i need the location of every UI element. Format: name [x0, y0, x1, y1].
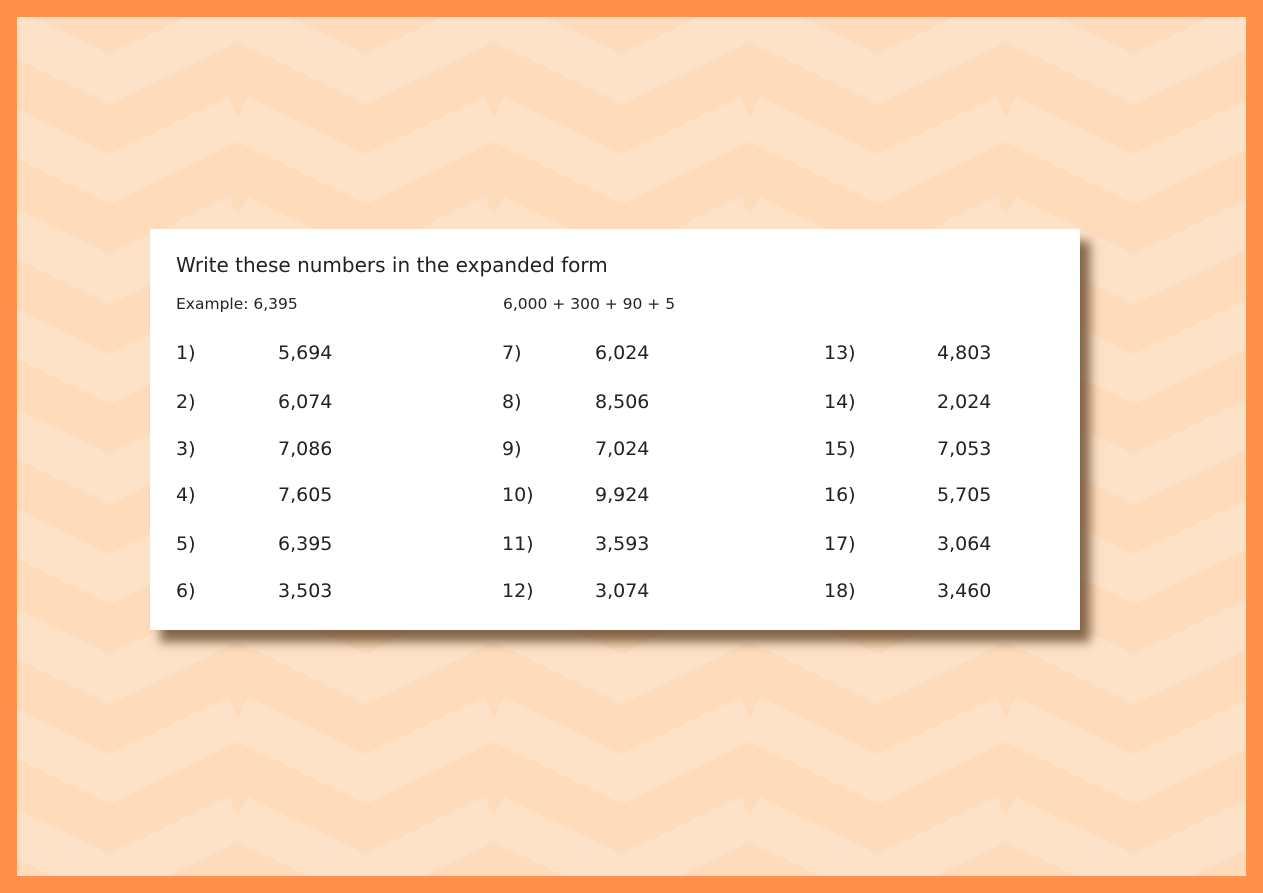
problem-number: 8) — [502, 391, 522, 413]
problem-value: 7,024 — [595, 438, 650, 460]
problem-number: 17) — [824, 533, 856, 555]
problem-value: 8,506 — [595, 391, 650, 413]
problem-value: 9,924 — [595, 484, 650, 506]
problem-number: 18) — [824, 580, 856, 602]
problem-number: 13) — [824, 342, 856, 364]
problem-value: 3,593 — [595, 533, 650, 555]
problem-number: 16) — [824, 484, 856, 506]
problem-number: 7) — [502, 342, 522, 364]
example-answer: 6,000 + 300 + 90 + 5 — [503, 295, 676, 313]
worksheet-title: Write these numbers in the expanded form — [176, 253, 608, 277]
problem-number: 1) — [176, 342, 196, 364]
problem-value: 7,053 — [937, 438, 992, 460]
example-label: Example: 6,395 — [176, 295, 298, 313]
problem-value: 4,803 — [937, 342, 992, 364]
problem-value: 3,074 — [595, 580, 650, 602]
problem-number: 5) — [176, 533, 196, 555]
problem-value: 5,694 — [278, 342, 333, 364]
worksheet-card: Write these numbers in the expanded form… — [150, 229, 1080, 630]
problem-value: 3,460 — [937, 580, 992, 602]
problem-number: 3) — [176, 438, 196, 460]
problem-number: 12) — [502, 580, 534, 602]
problem-number: 6) — [176, 580, 196, 602]
problem-number: 15) — [824, 438, 856, 460]
problem-value: 3,503 — [278, 580, 333, 602]
problem-number: 2) — [176, 391, 196, 413]
problem-number: 14) — [824, 391, 856, 413]
problem-value: 6,024 — [595, 342, 650, 364]
problem-value: 6,395 — [278, 533, 333, 555]
problem-value: 2,024 — [937, 391, 992, 413]
problem-value: 6,074 — [278, 391, 333, 413]
problem-value: 3,064 — [937, 533, 992, 555]
problem-number: 9) — [502, 438, 522, 460]
problem-value: 7,605 — [278, 484, 333, 506]
problem-value: 7,086 — [278, 438, 333, 460]
problem-number: 11) — [502, 533, 534, 555]
problem-value: 5,705 — [937, 484, 992, 506]
problem-number: 10) — [502, 484, 534, 506]
problem-number: 4) — [176, 484, 196, 506]
